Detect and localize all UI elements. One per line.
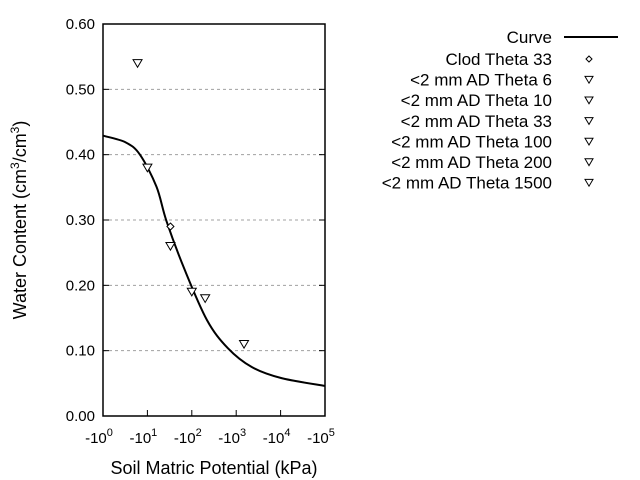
y-axis-label: Water Content (cm3/cm3) (8, 121, 30, 320)
legend-label: <2 mm AD Theta 10 (401, 91, 552, 110)
data-point (186, 287, 198, 297)
grid-lines (103, 88, 325, 352)
legend-marker (584, 117, 594, 126)
data-point (165, 242, 176, 252)
y-tick-label: 0.00 (66, 408, 95, 425)
legend-marker (584, 158, 594, 167)
data-points (132, 59, 250, 350)
legend-marker (584, 178, 594, 188)
legend-label: <2 mm AD Theta 6 (410, 71, 552, 90)
data-point (132, 59, 143, 69)
legend-label: <2 mm AD Theta 100 (391, 132, 552, 151)
curve-layer (102, 134, 326, 387)
y-tick-label: 0.30 (66, 212, 95, 229)
y-tick-label: 0.10 (66, 343, 95, 360)
data-point (238, 340, 250, 350)
legend-label: <2 mm AD Theta 1500 (382, 174, 552, 193)
legend-marker (585, 55, 593, 63)
legend-marker (584, 75, 594, 85)
legend-marker (584, 96, 594, 105)
x-axis-label: Soil Matric Potential (kPa) (110, 458, 317, 478)
x-tick-label: -105 (307, 427, 335, 447)
legend: Curve Clod Theta 33<2 mm AD Theta 6<2 mm… (382, 28, 618, 193)
x-tick-label: -102 (174, 427, 202, 447)
data-point (142, 163, 153, 173)
y-tick-label: 0.50 (66, 81, 95, 98)
x-tick-label: -100 (85, 427, 113, 447)
y-tick-label: 0.40 (66, 147, 95, 164)
legend-label: <2 mm AD Theta 200 (391, 153, 552, 172)
x-axis-ticks: -100 -101 -102 -103 -104 -105 (85, 410, 335, 447)
curve-line (102, 134, 326, 387)
x-tick-label: -101 (129, 427, 157, 447)
y-tick-label: 0.60 (66, 16, 95, 33)
data-point (199, 294, 211, 304)
legend-label-curve: Curve (507, 28, 552, 47)
data-point (166, 222, 175, 231)
legend-marker (584, 137, 594, 146)
y-axis-ticks: 0.00 0.10 0.20 0.30 0.40 0.50 0.60 (66, 16, 325, 425)
x-tick-label: -103 (218, 427, 246, 447)
legend-label: Clod Theta 33 (446, 50, 552, 69)
x-tick-label: -104 (263, 427, 291, 447)
legend-label: <2 mm AD Theta 33 (401, 112, 552, 131)
y-tick-label: 0.20 (66, 277, 95, 294)
